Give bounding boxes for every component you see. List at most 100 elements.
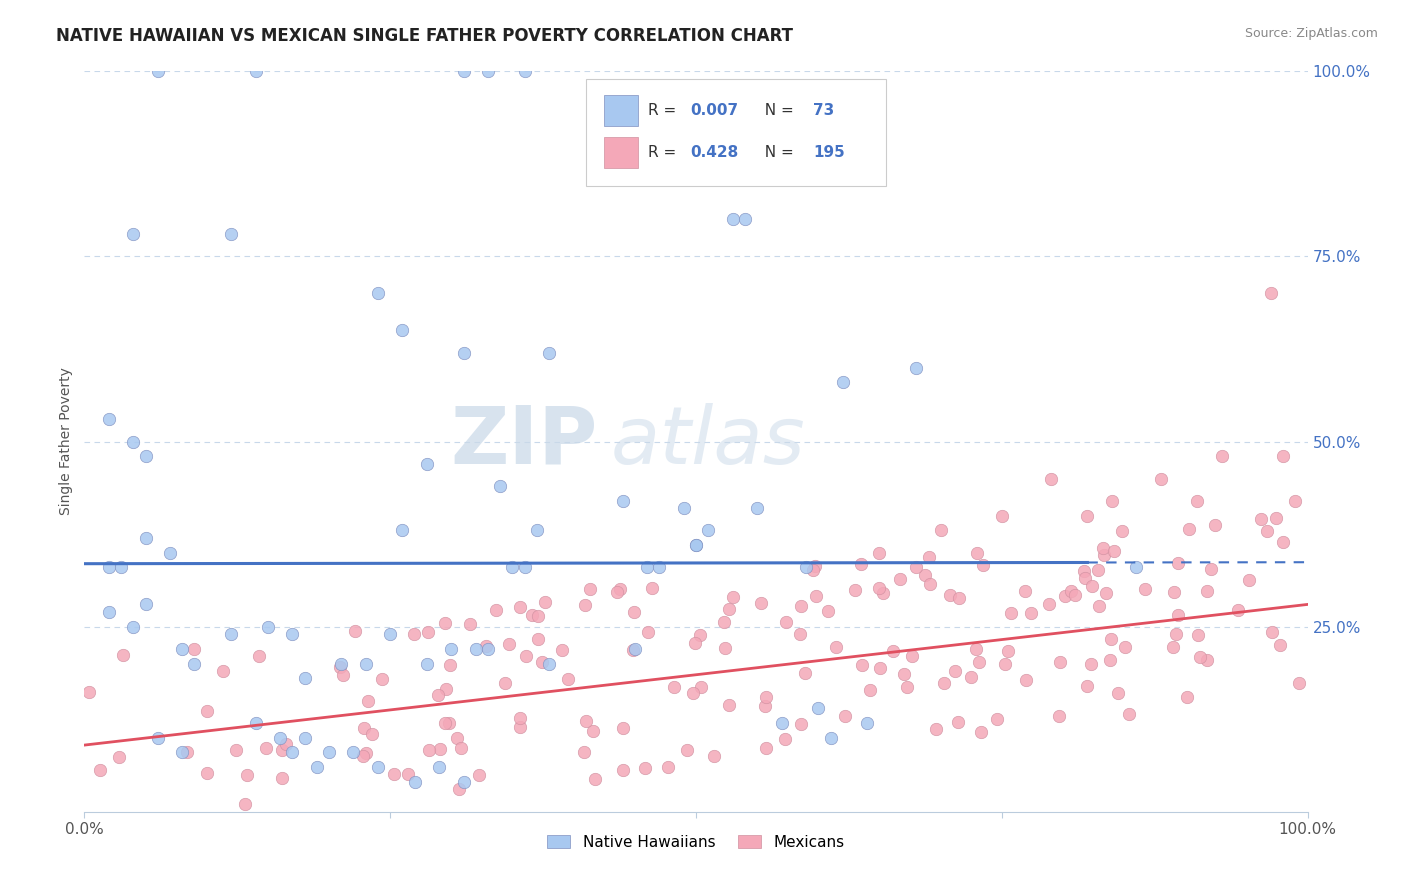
Text: 0.007: 0.007 (690, 103, 738, 118)
Point (396, 767, 419, 781)
Point (1167, 608, 1189, 623)
Point (1111, 524, 1133, 538)
Point (889, 572, 911, 586)
Point (859, 682, 882, 697)
Point (245, 64, 267, 78)
Point (868, 581, 890, 595)
Point (697, 524, 720, 538)
Point (856, 715, 879, 730)
Point (804, 559, 827, 574)
Point (689, 628, 711, 642)
Point (1047, 709, 1070, 723)
Point (434, 682, 457, 697)
Point (195, 766, 218, 780)
Point (502, 560, 524, 574)
Point (1118, 706, 1140, 721)
Point (1167, 556, 1189, 570)
Point (844, 582, 866, 597)
Point (416, 657, 439, 671)
Point (342, 746, 364, 760)
Point (526, 524, 548, 538)
Point (437, 716, 460, 731)
Point (609, 582, 631, 597)
Point (122, 619, 145, 633)
Point (1260, 286, 1282, 301)
Point (219, 627, 242, 641)
Point (354, 746, 377, 760)
Point (824, 640, 846, 655)
Point (634, 762, 657, 776)
Point (122, 227, 145, 242)
Point (97, 412, 120, 426)
Point (1195, 653, 1218, 667)
Point (77, 685, 100, 699)
Point (872, 586, 894, 600)
Point (1125, 560, 1147, 574)
Point (97, 605, 120, 619)
Point (332, 667, 354, 681)
Point (946, 715, 969, 730)
Point (361, 727, 384, 741)
Point (1091, 541, 1114, 555)
Point (1019, 606, 1042, 620)
Point (648, 560, 671, 574)
Point (354, 657, 377, 671)
Point (1099, 632, 1122, 646)
Point (682, 685, 704, 699)
Point (1049, 655, 1071, 669)
Point (623, 605, 645, 619)
Point (122, 434, 145, 449)
Point (1178, 522, 1201, 536)
Point (717, 601, 740, 615)
Point (1073, 564, 1095, 578)
Point (1064, 588, 1087, 602)
Point (1098, 653, 1121, 667)
Point (176, 745, 198, 759)
Point (943, 665, 966, 679)
Point (994, 657, 1017, 672)
Point (1264, 511, 1286, 525)
Point (882, 644, 904, 658)
Point (1261, 625, 1284, 640)
Point (446, 731, 468, 745)
Point (426, 688, 449, 702)
Point (851, 557, 873, 571)
Point (112, 648, 135, 662)
Point (612, 721, 634, 735)
Point (1038, 597, 1060, 611)
Y-axis label: Single Father Poverty: Single Father Poverty (59, 368, 73, 516)
Point (245, 715, 267, 730)
Point (135, 531, 157, 545)
Point (1187, 493, 1209, 508)
Point (755, 690, 778, 704)
Point (1080, 579, 1102, 593)
Point (831, 376, 853, 390)
Point (110, 560, 132, 574)
Point (352, 748, 374, 763)
Point (820, 731, 842, 745)
Point (920, 577, 942, 591)
Point (371, 672, 394, 686)
Point (477, 641, 499, 656)
Point (713, 615, 735, 629)
Point (851, 657, 873, 672)
Point (434, 715, 457, 730)
Point (683, 636, 706, 650)
Point (1076, 679, 1098, 693)
Point (966, 546, 988, 560)
Point (1039, 471, 1062, 485)
Point (274, 737, 297, 751)
Point (509, 600, 531, 615)
Point (270, 743, 292, 757)
Point (721, 212, 744, 227)
Point (1114, 640, 1136, 654)
Point (637, 625, 659, 640)
Point (367, 286, 389, 301)
FancyBboxPatch shape (605, 95, 638, 126)
Point (236, 768, 259, 782)
Point (269, 731, 291, 745)
Point (790, 599, 813, 613)
Point (1101, 493, 1123, 508)
Point (754, 741, 776, 756)
Point (1226, 602, 1249, 616)
